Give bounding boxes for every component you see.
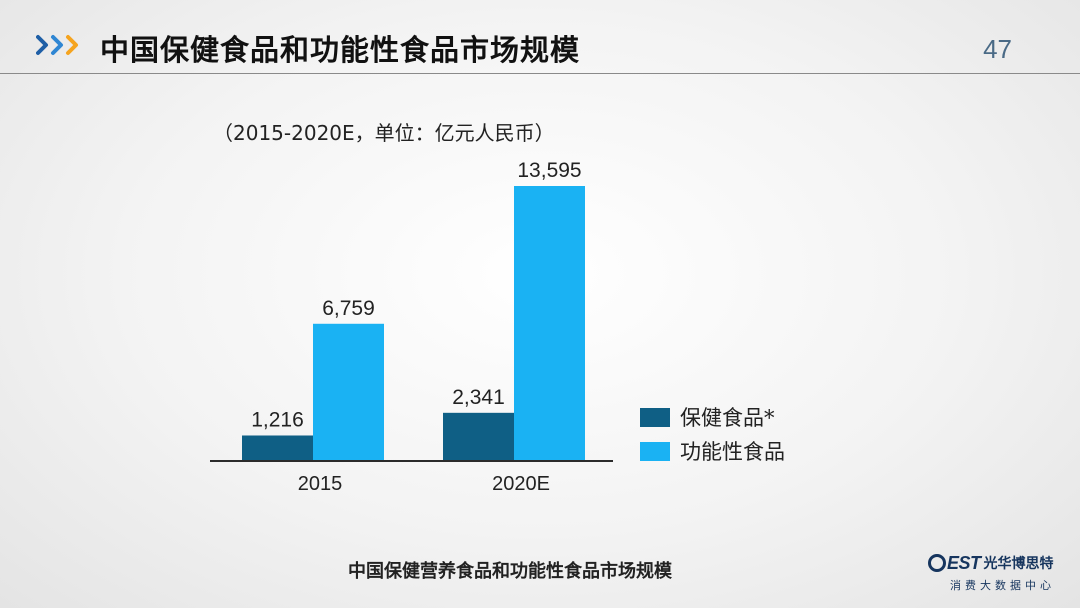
- bar-2015-series-1: [313, 323, 384, 460]
- bar-2015-series-0: [242, 435, 313, 460]
- legend-label-functional-food: 功能性食品: [680, 440, 785, 464]
- logo-name: 光华博思特: [983, 556, 1054, 572]
- data-label-2020e-series-0: 2,341: [452, 386, 505, 409]
- slide-title: 中国保健食品和功能性食品市场规模: [100, 33, 581, 67]
- chart-legend: 保健食品* 功能性食品: [640, 400, 785, 468]
- chart-subtitle: （2015-2020E，单位：亿元人民币）: [213, 121, 555, 145]
- data-label-2015-series-0: 1,216: [251, 408, 304, 431]
- logo-b-mark: [928, 554, 946, 572]
- page-number: 47: [983, 34, 1012, 64]
- data-label-2015-series-1: 6,759: [322, 297, 375, 320]
- logo-subtitle: 消费大数据中心: [950, 579, 1055, 592]
- brand-logo: EST 光华博思特 消费大数据中心: [928, 551, 1070, 597]
- x-tick-label-2015: 2015: [298, 473, 343, 495]
- bar-2020e-series-0: [443, 412, 514, 460]
- slide-caption: 中国保健营养食品和功能性食品市场规模: [348, 561, 672, 582]
- x-tick-label-2020e: 2020E: [492, 473, 550, 495]
- legend-swatch-functional-food: [640, 441, 670, 461]
- legend-item-functional-food: 功能性食品: [640, 434, 785, 468]
- bar-2020e-series-1: [514, 186, 585, 460]
- header-divider: [0, 73, 1080, 74]
- legend-item-health-food: 保健食品*: [640, 400, 785, 434]
- legend-swatch-health-food: [640, 407, 670, 427]
- data-label-2020e-series-1: 13,595: [517, 159, 581, 182]
- slide-header: 中国保健食品和功能性食品市场规模 47: [0, 0, 1080, 74]
- triple-chevron-right-icon: [36, 35, 78, 55]
- logo-brand: EST: [947, 552, 981, 573]
- legend-label-health-food: 保健食品*: [680, 406, 775, 430]
